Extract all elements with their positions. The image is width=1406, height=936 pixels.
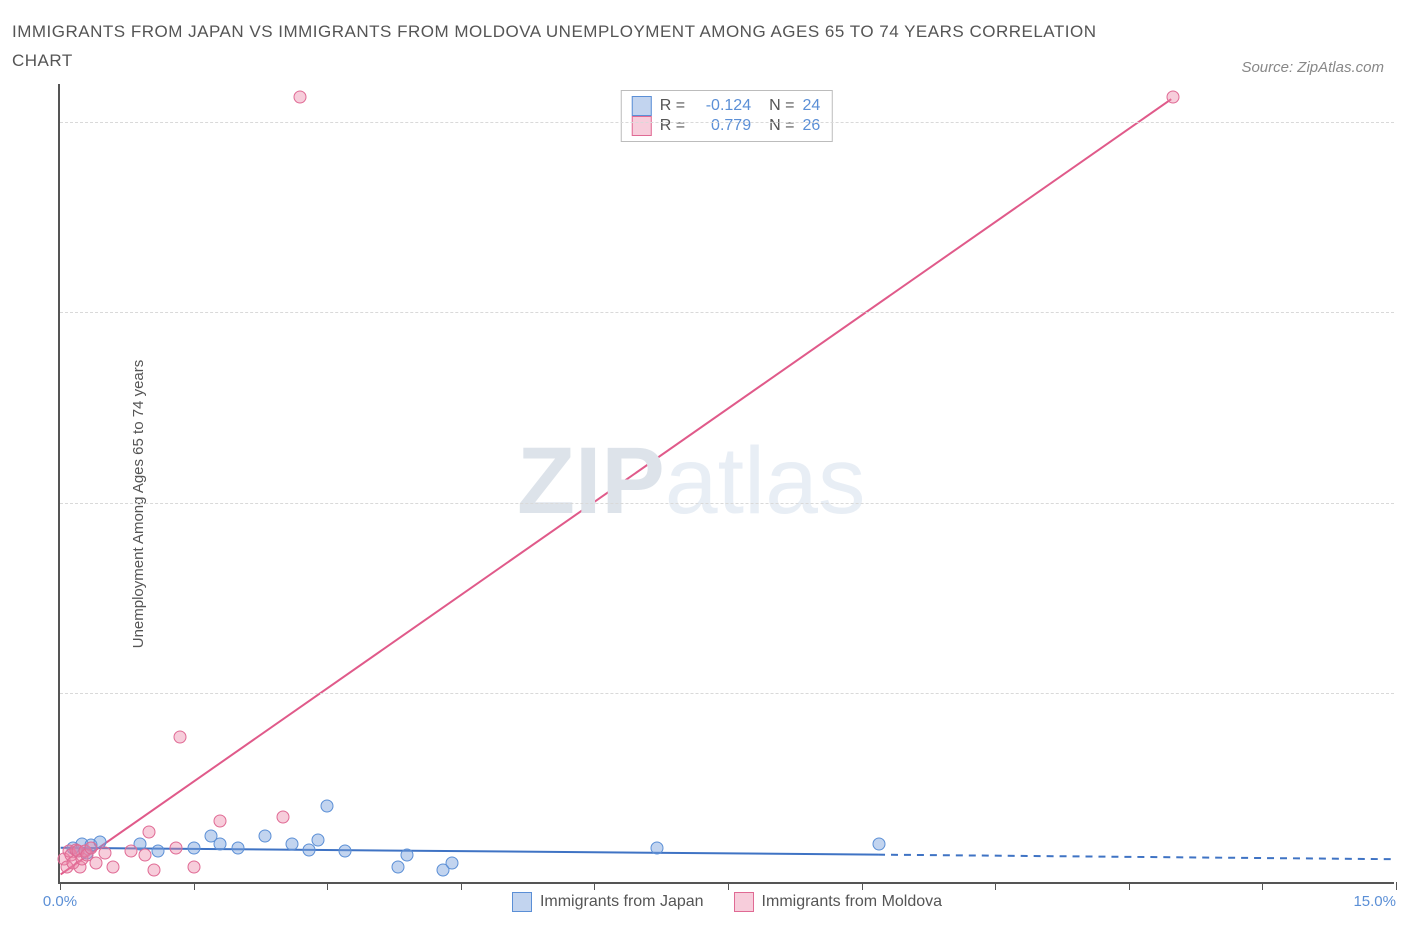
x-tick (728, 882, 729, 890)
y-tick-label: 50.0% (1402, 494, 1406, 511)
legend-n-label: N = (769, 97, 794, 115)
legend-n-value: 24 (802, 97, 820, 115)
data-point-japan (339, 845, 352, 858)
legend-r-label: R = (660, 117, 685, 135)
x-tick (862, 882, 863, 890)
data-point-moldova (125, 845, 138, 858)
series-legend-label: Immigrants from Japan (540, 893, 704, 911)
x-tick (461, 882, 462, 890)
data-point-moldova (214, 814, 227, 827)
legend-swatch (632, 116, 652, 136)
data-point-japan (187, 841, 200, 854)
x-tick (995, 882, 996, 890)
data-point-japan (650, 841, 663, 854)
series-legend-label: Immigrants from Moldova (762, 893, 943, 911)
plot-area: ZIPatlas R =-0.124N = 24R =0.779N = 26 I… (58, 84, 1394, 884)
gridline (60, 503, 1394, 504)
data-point-moldova (138, 849, 151, 862)
data-point-moldova (107, 860, 120, 873)
gridline (60, 122, 1394, 123)
data-point-japan (214, 837, 227, 850)
trend-line-japan (61, 848, 878, 855)
x-tick (194, 882, 195, 890)
legend-n-value: 26 (802, 117, 820, 135)
legend-r-label: R = (660, 97, 685, 115)
legend-n-label: N = (769, 117, 794, 135)
data-point-moldova (1167, 91, 1180, 104)
data-point-japan (392, 860, 405, 873)
data-point-moldova (294, 91, 307, 104)
x-tick-label: 0.0% (43, 893, 77, 910)
trend-line-japan-extrapolated (878, 854, 1393, 859)
data-point-japan (321, 799, 334, 812)
x-tick (60, 882, 61, 890)
y-tick-label: 100.0% (1402, 113, 1406, 130)
gridline (60, 312, 1394, 313)
data-point-moldova (98, 846, 111, 859)
data-point-japan (285, 837, 298, 850)
series-legend-item-moldova: Immigrants from Moldova (734, 892, 943, 912)
data-point-japan (873, 837, 886, 850)
x-tick (1129, 882, 1130, 890)
data-point-japan (232, 841, 245, 854)
legend-r-value: -0.124 (693, 97, 751, 115)
x-tick (594, 882, 595, 890)
series-legend-item-japan: Immigrants from Japan (512, 892, 704, 912)
legend-row-moldova: R = 0.779 N = 26 (632, 116, 820, 136)
trend-line-moldova (61, 99, 1172, 874)
data-point-moldova (143, 826, 156, 839)
data-point-japan (151, 845, 164, 858)
data-point-japan (312, 833, 325, 846)
x-tick (1262, 882, 1263, 890)
data-point-japan (401, 849, 414, 862)
data-point-moldova (276, 811, 289, 824)
data-point-moldova (187, 860, 200, 873)
gridline (60, 693, 1394, 694)
data-point-moldova (169, 841, 182, 854)
data-point-moldova (85, 841, 98, 854)
data-point-japan (258, 830, 271, 843)
correlation-legend-box: R = -0.124 N = 24 R = 0.779 N = 26 (621, 90, 833, 142)
x-tick (327, 882, 328, 890)
data-point-moldova (147, 864, 160, 877)
y-tick-label: 25.0% (1402, 685, 1406, 702)
data-point-japan (445, 856, 458, 869)
legend-swatch (512, 892, 532, 912)
x-tick-label: 15.0% (1353, 893, 1396, 910)
legend-r-value: 0.779 (693, 117, 751, 135)
trend-lines-layer (60, 84, 1394, 882)
legend-swatch (632, 96, 652, 116)
series-legend: Immigrants from Japan Immigrants from Mol… (60, 892, 1394, 912)
y-tick-label: 75.0% (1402, 304, 1406, 321)
data-point-moldova (174, 731, 187, 744)
chart-title: IMMIGRANTS FROM JAPAN VS IMMIGRANTS FROM… (12, 18, 1132, 76)
source-label: Source: ZipAtlas.com (1241, 59, 1384, 76)
legend-row-japan: R = -0.124 N = 24 (632, 96, 820, 116)
legend-swatch (734, 892, 754, 912)
chart-container: Unemployment Among Ages 65 to 74 years Z… (12, 84, 1394, 924)
x-tick (1396, 882, 1397, 890)
